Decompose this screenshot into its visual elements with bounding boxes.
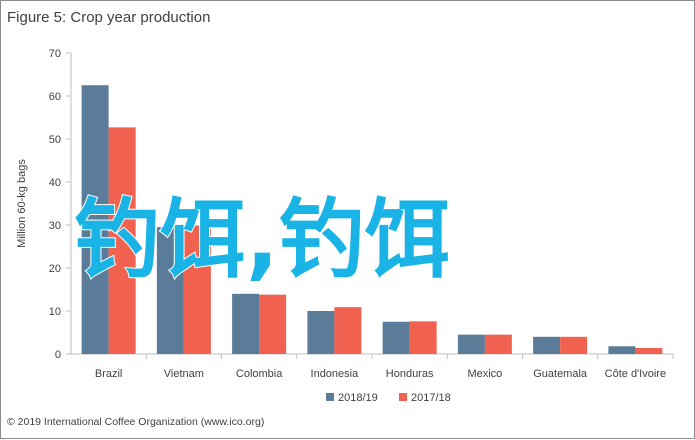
bar-2018-19 <box>307 311 335 354</box>
chart-title: Figure 5: Crop year production <box>7 9 211 26</box>
x-tick-label: Vietnam <box>164 368 204 380</box>
y-tick-label: 0 <box>55 349 61 361</box>
copyright-credit: © 2019 International Coffee Organization… <box>7 416 265 428</box>
y-axis-label: Million 60-kg bags <box>16 159 28 248</box>
x-tick-label: Colombia <box>236 368 283 380</box>
legend-label: 2017/18 <box>411 392 451 404</box>
legend-label: 2018/19 <box>338 392 378 404</box>
y-tick-label: 40 <box>49 177 61 189</box>
bar-2018-19 <box>533 336 561 354</box>
bar-2018-19 <box>232 293 260 354</box>
bar-2017-18 <box>183 225 211 354</box>
bar-2018-19 <box>156 227 184 354</box>
y-tick-label: 20 <box>49 263 61 275</box>
bar-2017-18 <box>334 307 362 354</box>
bar-2017-18 <box>635 347 663 354</box>
y-tick-label: 30 <box>49 220 61 232</box>
x-tick-label: Guatemala <box>533 368 588 380</box>
x-tick-label: Mexico <box>467 368 502 380</box>
bar-2017-18 <box>560 336 588 354</box>
overlay-watermark-text: 钓饵,钓饵 <box>74 190 451 290</box>
legend-swatch <box>326 393 334 401</box>
bar-2018-19 <box>608 346 636 354</box>
bar-2017-18 <box>108 127 136 354</box>
bar-2017-18 <box>409 321 437 354</box>
y-tick-label: 70 <box>49 48 61 60</box>
bar-2018-19 <box>382 321 410 354</box>
y-tick-label: 60 <box>49 91 61 103</box>
y-tick-label: 10 <box>49 306 61 318</box>
x-tick-label: Côte d'Ivoire <box>605 368 666 380</box>
bar-2017-18 <box>259 294 287 354</box>
bar-2018-19 <box>457 334 485 354</box>
x-tick-label: Honduras <box>386 368 434 380</box>
bar-2018-19 <box>81 85 109 354</box>
legend-swatch <box>399 393 407 401</box>
x-tick-label: Indonesia <box>311 368 360 380</box>
y-tick-label: 50 <box>49 134 61 146</box>
x-tick-label: Brazil <box>95 368 123 380</box>
bar-2017-18 <box>484 334 512 354</box>
